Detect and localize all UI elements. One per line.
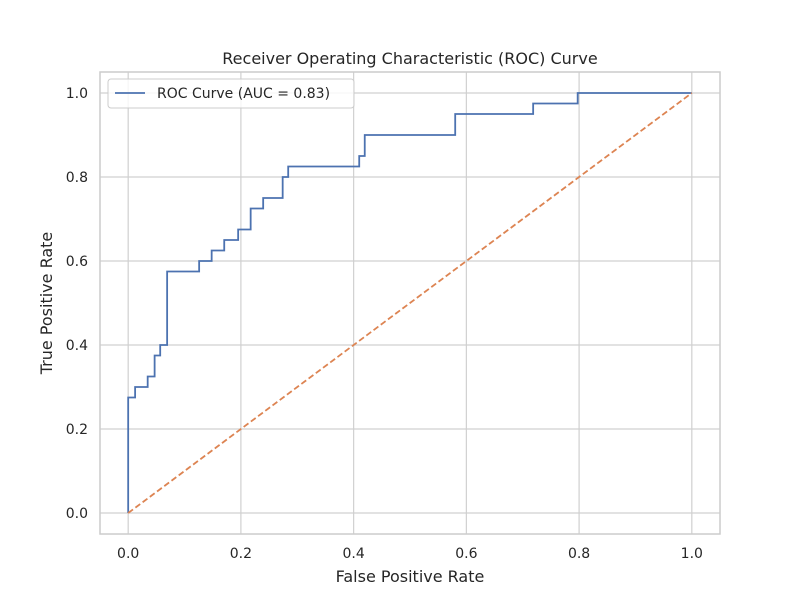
x-tick-label: 0.4	[343, 546, 365, 562]
y-tick-label: 1.0	[66, 86, 88, 102]
y-axis-label: True Positive Rate	[37, 232, 56, 376]
legend: ROC Curve (AUC = 0.83)	[107, 78, 355, 109]
grid-lines	[100, 72, 720, 534]
x-tick-label: 0.0	[117, 546, 139, 562]
roc-curve-line	[127, 92, 692, 513]
x-tick-label: 1.0	[681, 546, 703, 562]
y-axis-ticks: 0.0 0.2 0.4 0.6 0.8 1.0	[66, 86, 88, 522]
diagonal-reference-line	[127, 92, 693, 514]
legend-entry-roc: ROC Curve (AUC = 0.83)	[157, 86, 330, 102]
chart-title: Receiver Operating Characteristic (ROC) …	[222, 49, 597, 68]
x-tick-label: 0.2	[230, 546, 252, 562]
y-tick-label: 0.6	[66, 254, 88, 270]
legend-box	[107, 78, 355, 109]
y-tick-label: 0.2	[66, 422, 88, 438]
plot-series	[127, 92, 693, 514]
x-tick-label: 0.6	[455, 546, 477, 562]
x-axis-label: False Positive Rate	[336, 567, 485, 586]
plot-frame	[99, 71, 721, 535]
y-tick-label: 0.4	[66, 338, 88, 354]
y-tick-label: 0.8	[66, 170, 88, 186]
x-tick-label: 0.8	[568, 546, 590, 562]
x-axis-ticks: 0.0 0.2 0.4 0.6 0.8 1.0	[117, 546, 703, 562]
y-tick-label: 0.0	[66, 506, 88, 522]
